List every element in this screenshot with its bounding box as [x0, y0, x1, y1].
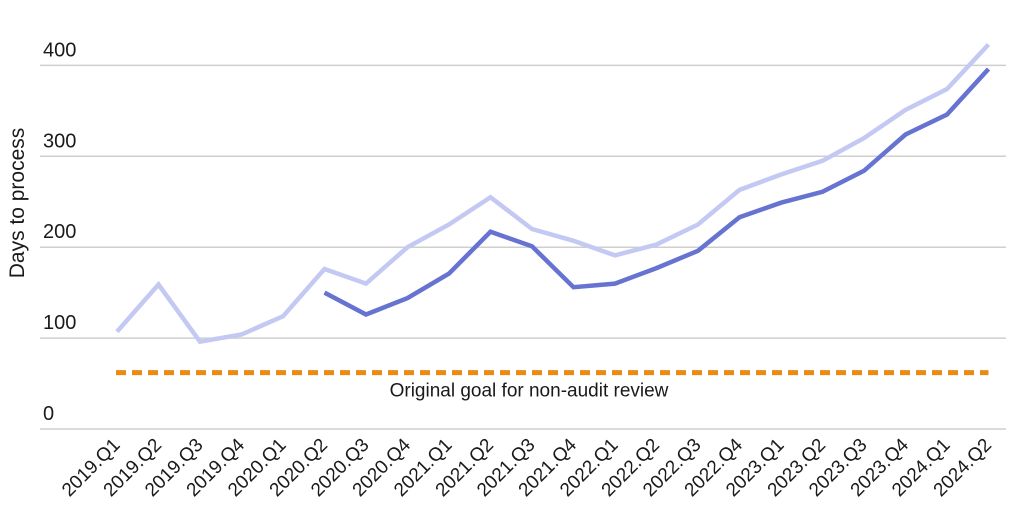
y-tick-label: 100 — [43, 312, 76, 334]
reference-line-group: Original goal for non-audit review — [116, 370, 989, 402]
y-axis-title: Days to process — [6, 128, 29, 279]
y-tick-label: 200 — [43, 221, 76, 243]
series-lines — [115, 42, 991, 345]
y-tick-label: 400 — [43, 39, 76, 61]
y-tick-label: 0 — [43, 403, 54, 425]
x-tick-labels: 2019.Q12019.Q22019.Q32019.Q42020.Q12020.… — [58, 434, 996, 501]
reference-line-label: Original goal for non-audit review — [390, 381, 669, 402]
y-tick-label: 300 — [43, 130, 76, 152]
series-line-2 — [323, 67, 991, 317]
gridlines — [40, 64, 1006, 430]
series-line-1 — [115, 42, 991, 345]
y-tick-labels: 0 100 200 300 400 — [43, 39, 76, 425]
